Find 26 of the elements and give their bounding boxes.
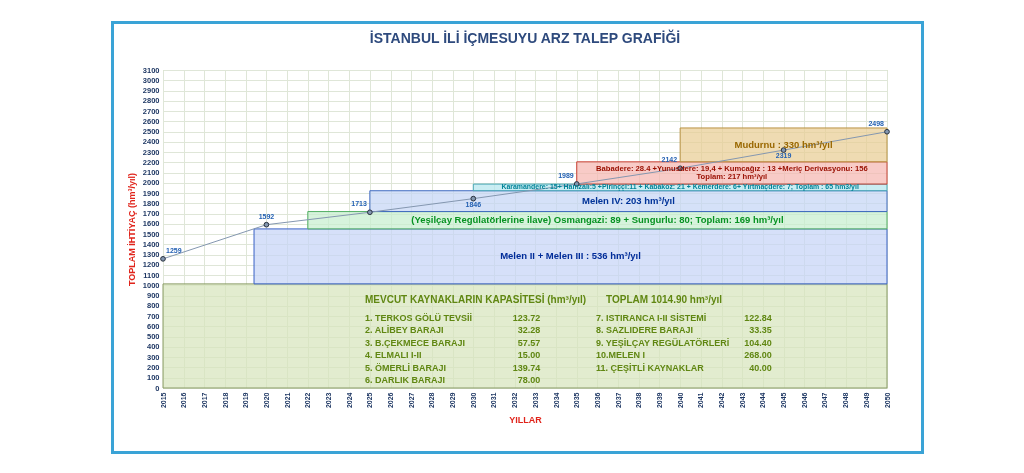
text: 8. SAZLIDERE BARAJI 33.35 — [595, 325, 772, 336]
point — [884, 128, 890, 135]
text: 1. TERKOS GÖLÜ TEVSİİ 123.72 — [365, 312, 541, 323]
point — [780, 147, 787, 153]
series-label: Melen IV: 203 hm³/yıl — [581, 195, 675, 207]
annotation: TOPLAM 1014.90 hm³/yıl — [606, 293, 723, 305]
point — [470, 195, 477, 202]
text: 11. ÇEŞİTLİ KAYNAKLAR 40.00 — [595, 362, 772, 373]
text: 2. ALİBEY BARAJI 32.28 — [365, 325, 541, 336]
text: 6. DARLIK BARAJI 78.00 — [365, 375, 541, 386]
text: 3. B.ÇEKMECE BARAJI 57.57 — [365, 337, 541, 348]
point — [367, 209, 373, 216]
x-axis-title: YILLAR — [509, 415, 543, 426]
text: 9. YEŞİLÇAY REGÜLATÖRLERİ 104.40 — [595, 337, 772, 348]
point — [160, 256, 166, 262]
series-label: Melen II + Melen III : 536 hm³/yıl — [500, 250, 641, 262]
point — [263, 221, 270, 228]
series-label: MEVCUT KAYNAKLARIN KAPASİTESİ (hm³/yıl) — [365, 292, 587, 305]
text: 4. ELMALI I-II 15.00 — [365, 350, 541, 361]
chart-title: İSTANBUL İLİ İÇMESUYU ARZ TALEP GRAFİĞİ — [369, 29, 681, 46]
series-label: Mudurnu : 330 hm³/yıl — [734, 138, 833, 150]
series-label: (Yeşilçay Regülatörlerine ilave) Osmangazi: 89 + Sungurlu: 80; Toplam: 169 hm³/yıl — [411, 214, 784, 226]
text: 7. ISTIRANCA I-II SİSTEMİ 122.84 — [595, 312, 772, 323]
text: 10.MELEN I 268.00 — [595, 350, 772, 361]
y-axis-title: TOPLAM İHTİYAÇ (hm³/yıl) — [126, 172, 137, 287]
text: 5. ÖMERLİ BARAJI 139.74 — [365, 362, 541, 373]
